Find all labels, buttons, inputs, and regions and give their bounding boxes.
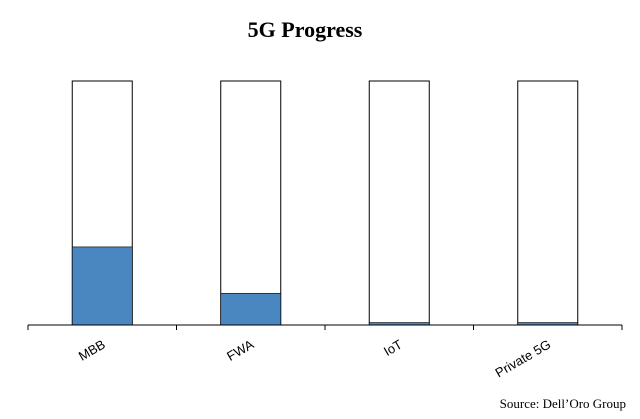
x-tick-label: IoT (381, 337, 405, 359)
chart-title: 5G Progress (248, 17, 363, 42)
x-tick-label: MBB (76, 337, 108, 364)
x-axis-tick-labels: MBB FWA IoT Private 5G (76, 336, 553, 380)
bar-track (220, 80, 282, 326)
x-axis-ticks (27, 325, 623, 330)
bar (71, 246, 133, 326)
x-tick-label: FWA (224, 336, 256, 363)
bar (220, 292, 282, 326)
bars-group (71, 80, 579, 326)
x-tick-label: Private 5G (493, 337, 554, 381)
bar-track (368, 80, 430, 326)
source-note: Source: Dell’Oro Group (500, 396, 626, 411)
bar-track (517, 80, 579, 326)
